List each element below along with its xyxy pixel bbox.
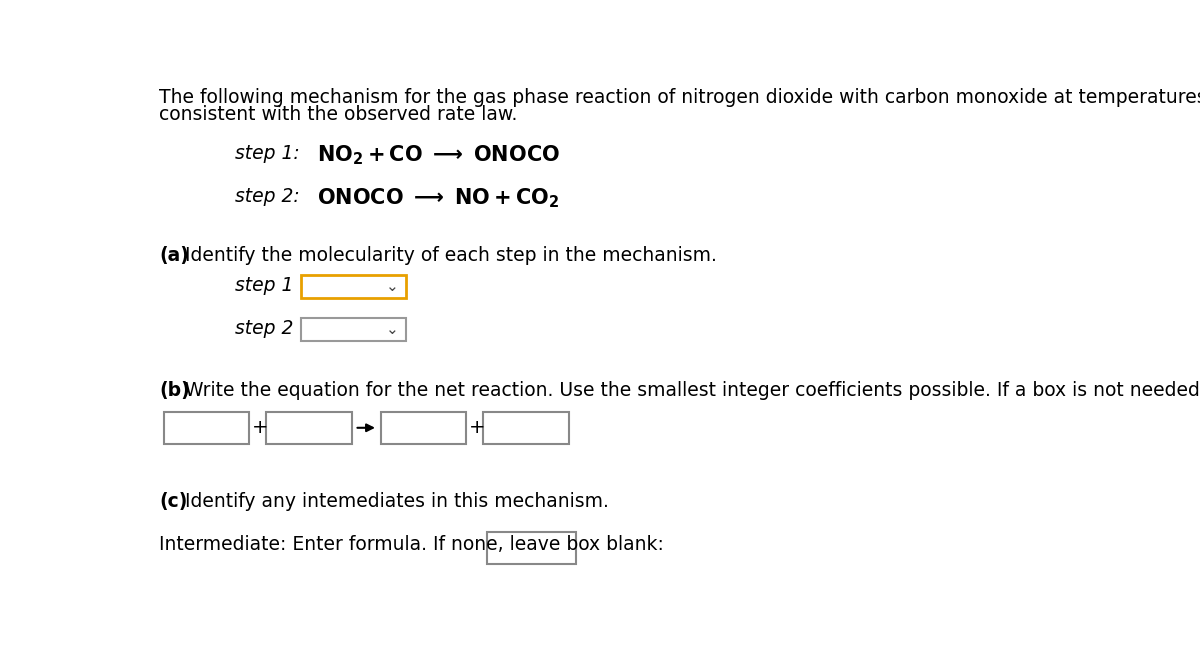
- Text: step 1: step 1: [235, 276, 294, 295]
- Text: step 2:: step 2:: [235, 187, 300, 206]
- Bar: [380, 411, 467, 444]
- Text: step 1:: step 1:: [235, 144, 300, 162]
- Text: ⌄: ⌄: [385, 278, 398, 294]
- Text: +: +: [469, 418, 486, 437]
- Text: step 2: step 2: [235, 319, 294, 338]
- Text: (c): (c): [160, 493, 187, 511]
- Text: +: +: [252, 418, 269, 437]
- Text: Write the equation for the net reaction. Use the smallest integer coefficients p: Write the equation for the net reaction.…: [180, 381, 1200, 400]
- Text: Identify any intemediates in this mechanism.: Identify any intemediates in this mechan…: [180, 493, 610, 511]
- Text: $\mathbf{ONOCO}$ $\mathbf{\longrightarrow}$ $\mathbf{NO + CO_2}$: $\mathbf{ONOCO}$ $\mathbf{\longrightarro…: [317, 187, 559, 211]
- Text: (b): (b): [160, 381, 190, 400]
- Bar: [301, 317, 406, 341]
- Text: Intermediate: Enter formula. If none, leave box blank:: Intermediate: Enter formula. If none, le…: [160, 535, 664, 554]
- Text: ⌄: ⌄: [385, 321, 398, 337]
- Bar: [301, 274, 406, 298]
- Text: $\mathbf{NO_2 + CO}$ $\mathbf{\longrightarrow}$ $\mathbf{ONOCO}$: $\mathbf{NO_2 + CO}$ $\mathbf{\longright…: [317, 144, 559, 167]
- Bar: [266, 411, 352, 444]
- Text: Identify the molecularity of each step in the mechanism.: Identify the molecularity of each step i…: [180, 246, 718, 265]
- Bar: [484, 411, 569, 444]
- Text: consistent with the observed rate law.: consistent with the observed rate law.: [160, 105, 517, 124]
- Text: The following mechanism for the gas phase reaction of nitrogen dioxide with carb: The following mechanism for the gas phas…: [160, 88, 1200, 107]
- Bar: [164, 411, 250, 444]
- Text: (a): (a): [160, 246, 190, 265]
- Bar: [487, 531, 576, 564]
